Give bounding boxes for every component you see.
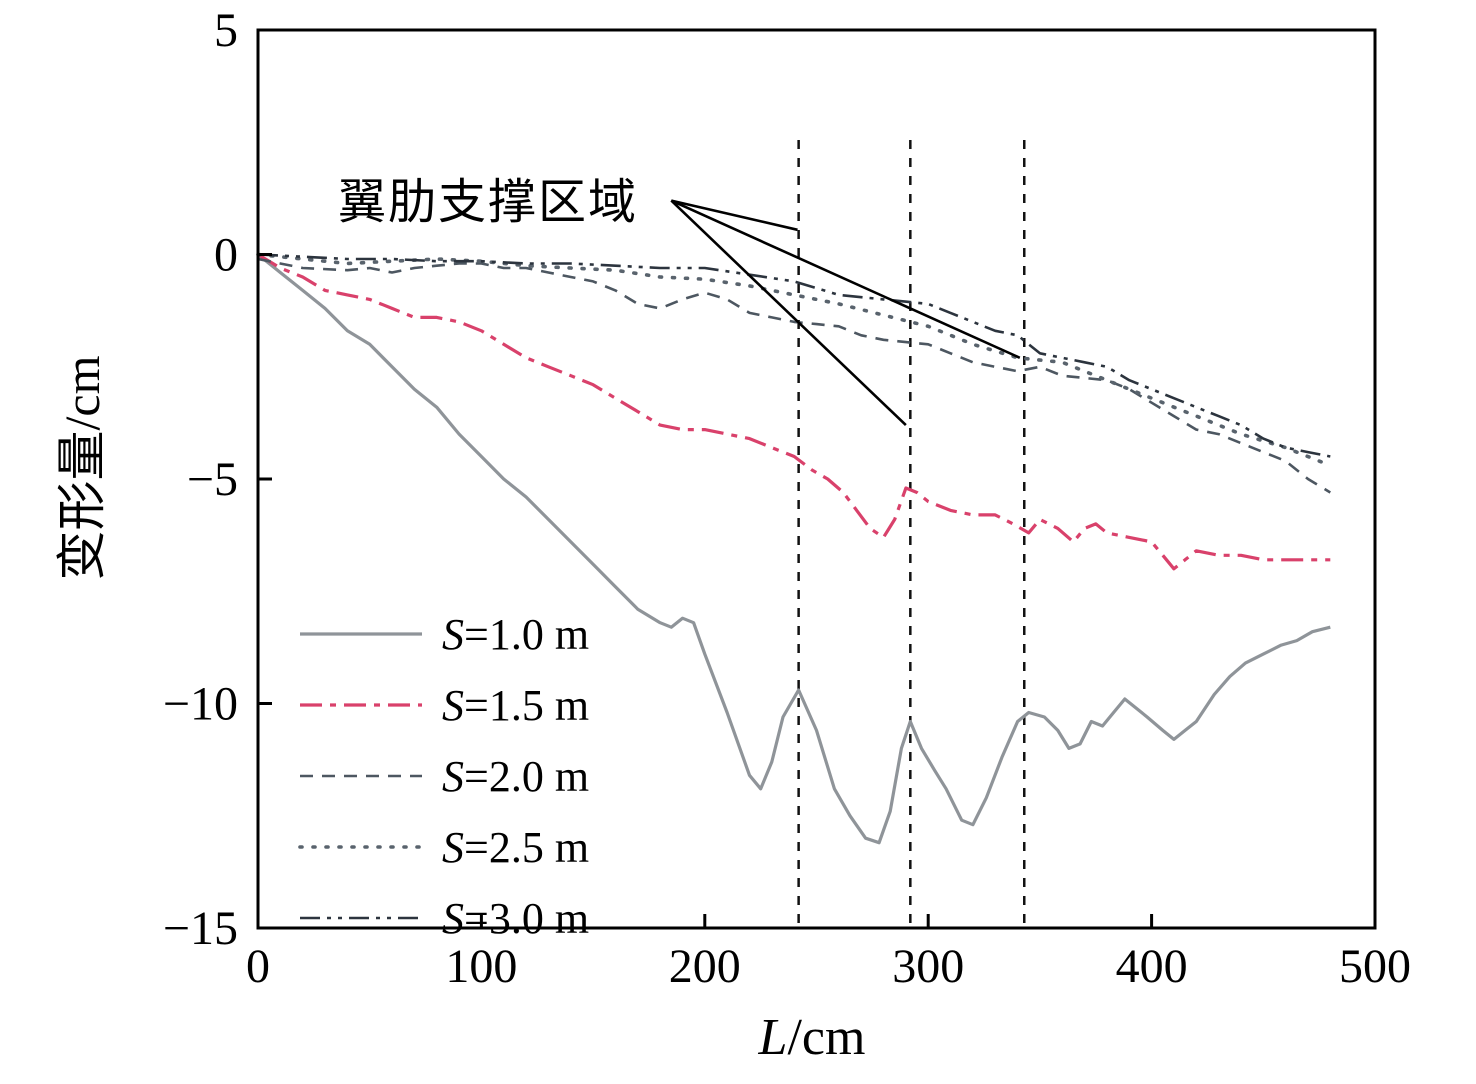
legend-label-2: S=1.5 m — [442, 681, 589, 730]
x-tick-label: 0 — [246, 940, 270, 993]
y-tick-label: −15 — [163, 902, 238, 955]
legend-label-1: S=1.0 m — [442, 610, 589, 659]
series-line-4 — [256, 252, 1333, 468]
x-tick-label: 100 — [445, 940, 517, 993]
y-axis-label: 变形量/cm — [54, 355, 110, 581]
annotation-leader-line — [670, 199, 907, 427]
x-axis-label-unit: /cm — [787, 1009, 866, 1066]
legend-label-5: S=3.0 m — [442, 894, 589, 943]
series-line-5 — [257, 253, 1331, 458]
annotation-leader-line — [670, 199, 1021, 359]
series-line-2 — [257, 253, 1331, 571]
y-tick-label: 0 — [214, 229, 238, 282]
x-tick-label: 400 — [1116, 940, 1188, 993]
legend-label-3: S=2.0 m — [442, 752, 589, 801]
x-tick-label: 200 — [669, 940, 741, 993]
y-tick-label: −5 — [187, 453, 238, 506]
annotation-text: 翼肋支撑区域 — [338, 176, 639, 229]
x-tick-label: 300 — [892, 940, 964, 993]
x-axis-label: L/cm — [759, 1008, 866, 1067]
y-tick-label: −10 — [163, 678, 238, 731]
x-tick-label: 500 — [1339, 940, 1411, 993]
series-line-3 — [257, 257, 1331, 494]
legend-label-4: S=2.5 m — [442, 823, 589, 872]
x-axis-label-symbol: L — [758, 1009, 788, 1066]
y-tick-label: 5 — [214, 4, 238, 57]
series-line-1 — [256, 253, 1331, 845]
annotation-leader-line — [670, 199, 798, 232]
